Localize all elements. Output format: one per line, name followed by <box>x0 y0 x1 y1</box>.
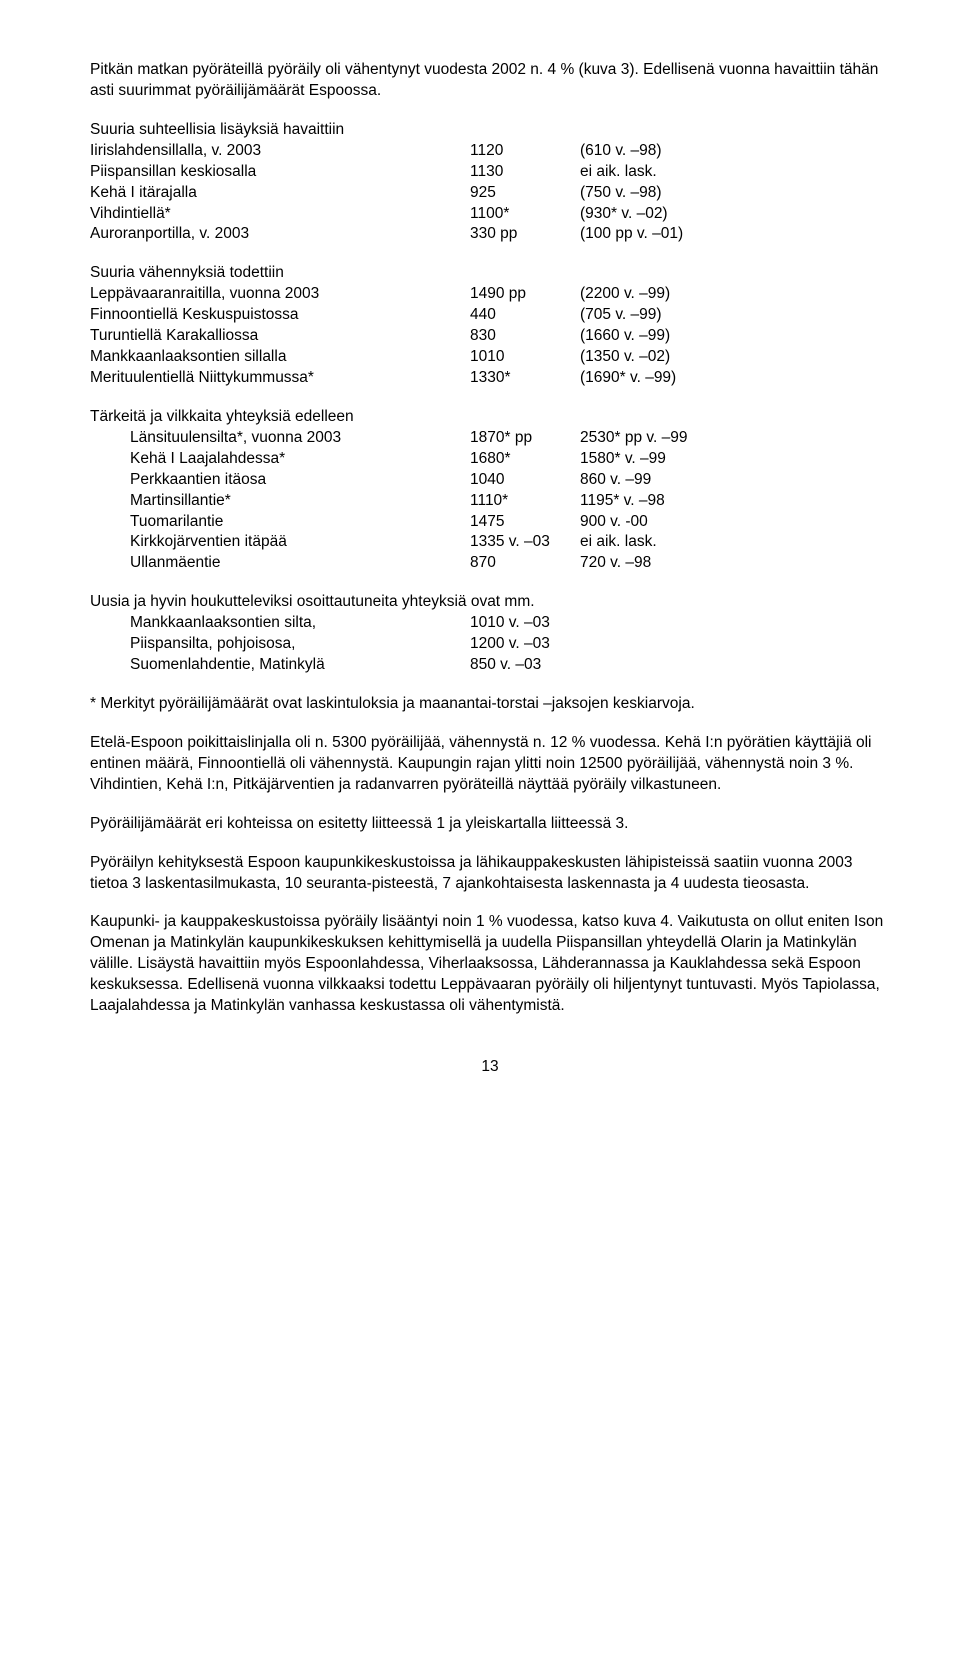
cell: Leppävaaranraitilla, vuonna 2003 <box>90 284 470 305</box>
cell: 1130 <box>470 162 580 183</box>
table-row: Piispansillan keskiosalla1130ei aik. las… <box>90 162 890 183</box>
cell: (610 v. –98) <box>580 141 890 162</box>
cell: Auroranportilla, v. 2003 <box>90 224 470 245</box>
table-row: Iirislahdensillalla, v. 20031120(610 v. … <box>90 141 890 162</box>
cell: Kehä I itärajalla <box>90 183 470 204</box>
paragraph: Pitkän matkan pyöräteillä pyöräily oli v… <box>90 60 890 102</box>
cell: Länsituulensilta*, vuonna 2003 <box>90 428 470 449</box>
cell: 330 pp <box>470 224 580 245</box>
table-block: Uusia ja hyvin houkutteleviksi osoittaut… <box>90 592 890 676</box>
cell: 860 v. –99 <box>580 470 890 491</box>
cell: Ullanmäentie <box>90 553 470 574</box>
cell: (1690* v. –99) <box>580 368 890 389</box>
cell: 1100* <box>470 204 580 225</box>
table-row: Auroranportilla, v. 2003330 pp(100 pp v.… <box>90 224 890 245</box>
table-row: Turuntiellä Karakalliossa830(1660 v. –99… <box>90 326 890 347</box>
cell: Merituulentiellä Niittykummussa* <box>90 368 470 389</box>
cell: ei aik. lask. <box>580 162 890 183</box>
table-block: Tärkeitä ja vilkkaita yhteyksiä edelleen… <box>90 407 890 574</box>
table-block: Suuria suhteellisia lisäyksiä havaittiin… <box>90 120 890 246</box>
cell: 440 <box>470 305 580 326</box>
cell: Perkkaantien itäosa <box>90 470 470 491</box>
cell: Turuntiellä Karakalliossa <box>90 326 470 347</box>
cell: 1010 v. –03 <box>470 613 620 634</box>
cell: 1200 v. –03 <box>470 634 620 655</box>
table-row: Länsituulensilta*, vuonna 20031870* pp25… <box>90 428 890 449</box>
cell: (750 v. –98) <box>580 183 890 204</box>
cell: Mankkaanlaaksontien silta, <box>90 613 470 634</box>
cell: Piispansillan keskiosalla <box>90 162 470 183</box>
cell: Piispansilta, pohjoisosa, <box>90 634 470 655</box>
table-row: Vihdintiellä*1100*(930* v. –02) <box>90 204 890 225</box>
table-row: Kehä I Laajalahdessa*1680*1580* v. –99 <box>90 449 890 470</box>
table-row: Finnoontiellä Keskuspuistossa440(705 v. … <box>90 305 890 326</box>
cell: 720 v. –98 <box>580 553 890 574</box>
table-row: Leppävaaranraitilla, vuonna 20031490 pp(… <box>90 284 890 305</box>
paragraph: Pyöräilyn kehityksestä Espoon kaupunkike… <box>90 853 890 895</box>
cell: (2200 v. –99) <box>580 284 890 305</box>
table-row: Mankkaanlaaksontien sillalla1010(1350 v.… <box>90 347 890 368</box>
table-row: Piispansilta, pohjoisosa,1200 v. –03 <box>90 634 890 655</box>
cell: 2530* pp v. –99 <box>580 428 890 449</box>
table-row: Kirkkojärventien itäpää1335 v. –03ei aik… <box>90 532 890 553</box>
cell: 1040 <box>470 470 580 491</box>
table-row: Merituulentiellä Niittykummussa*1330*(16… <box>90 368 890 389</box>
table-intro: Suuria suhteellisia lisäyksiä havaittiin <box>90 120 890 141</box>
table-row: Ullanmäentie870720 v. –98 <box>90 553 890 574</box>
cell: Tuomarilantie <box>90 512 470 533</box>
cell: 1475 <box>470 512 580 533</box>
cell: 1120 <box>470 141 580 162</box>
paragraph: Pyöräilijämäärät eri kohteissa on esitet… <box>90 814 890 835</box>
cell: Mankkaanlaaksontien sillalla <box>90 347 470 368</box>
cell: Finnoontiellä Keskuspuistossa <box>90 305 470 326</box>
cell: (1350 v. –02) <box>580 347 890 368</box>
cell: 1870* pp <box>470 428 580 449</box>
table-row: Tuomarilantie1475900 v. -00 <box>90 512 890 533</box>
cell: Iirislahdensillalla, v. 2003 <box>90 141 470 162</box>
table-intro: Uusia ja hyvin houkutteleviksi osoittaut… <box>90 592 890 613</box>
cell: (1660 v. –99) <box>580 326 890 347</box>
cell: 870 <box>470 553 580 574</box>
cell: Suomenlahdentie, Matinkylä <box>90 655 470 676</box>
cell: 1490 pp <box>470 284 580 305</box>
table-row: Kehä I itärajalla925(750 v. –98) <box>90 183 890 204</box>
cell: 850 v. –03 <box>470 655 620 676</box>
cell: (705 v. –99) <box>580 305 890 326</box>
paragraph: Etelä-Espoon poikittaislinjalla oli n. 5… <box>90 733 890 796</box>
table-row: Perkkaantien itäosa1040860 v. –99 <box>90 470 890 491</box>
cell: 1580* v. –99 <box>580 449 890 470</box>
cell: (930* v. –02) <box>580 204 890 225</box>
table-intro: Suuria vähennyksiä todettiin <box>90 263 890 284</box>
table-row: Martinsillantie*1110*1195* v. –98 <box>90 491 890 512</box>
cell: Vihdintiellä* <box>90 204 470 225</box>
table-intro: Tärkeitä ja vilkkaita yhteyksiä edelleen <box>90 407 890 428</box>
cell: 1330* <box>470 368 580 389</box>
cell: 1680* <box>470 449 580 470</box>
paragraph: Kaupunki- ja kauppakeskustoissa pyöräily… <box>90 912 890 1017</box>
cell: 1195* v. –98 <box>580 491 890 512</box>
cell: Martinsillantie* <box>90 491 470 512</box>
paragraph: * Merkityt pyöräilijämäärät ovat laskint… <box>90 694 890 715</box>
page-number: 13 <box>90 1057 890 1078</box>
cell: Kirkkojärventien itäpää <box>90 532 470 553</box>
cell: (100 pp v. –01) <box>580 224 890 245</box>
cell: 1335 v. –03 <box>470 532 580 553</box>
cell: Kehä I Laajalahdessa* <box>90 449 470 470</box>
cell: ei aik. lask. <box>580 532 890 553</box>
table-row: Suomenlahdentie, Matinkylä850 v. –03 <box>90 655 890 676</box>
table-row: Mankkaanlaaksontien silta,1010 v. –03 <box>90 613 890 634</box>
cell: 1010 <box>470 347 580 368</box>
cell: 830 <box>470 326 580 347</box>
table-block: Suuria vähennyksiä todettiin Leppävaaran… <box>90 263 890 389</box>
cell: 925 <box>470 183 580 204</box>
cell: 1110* <box>470 491 580 512</box>
cell: 900 v. -00 <box>580 512 890 533</box>
